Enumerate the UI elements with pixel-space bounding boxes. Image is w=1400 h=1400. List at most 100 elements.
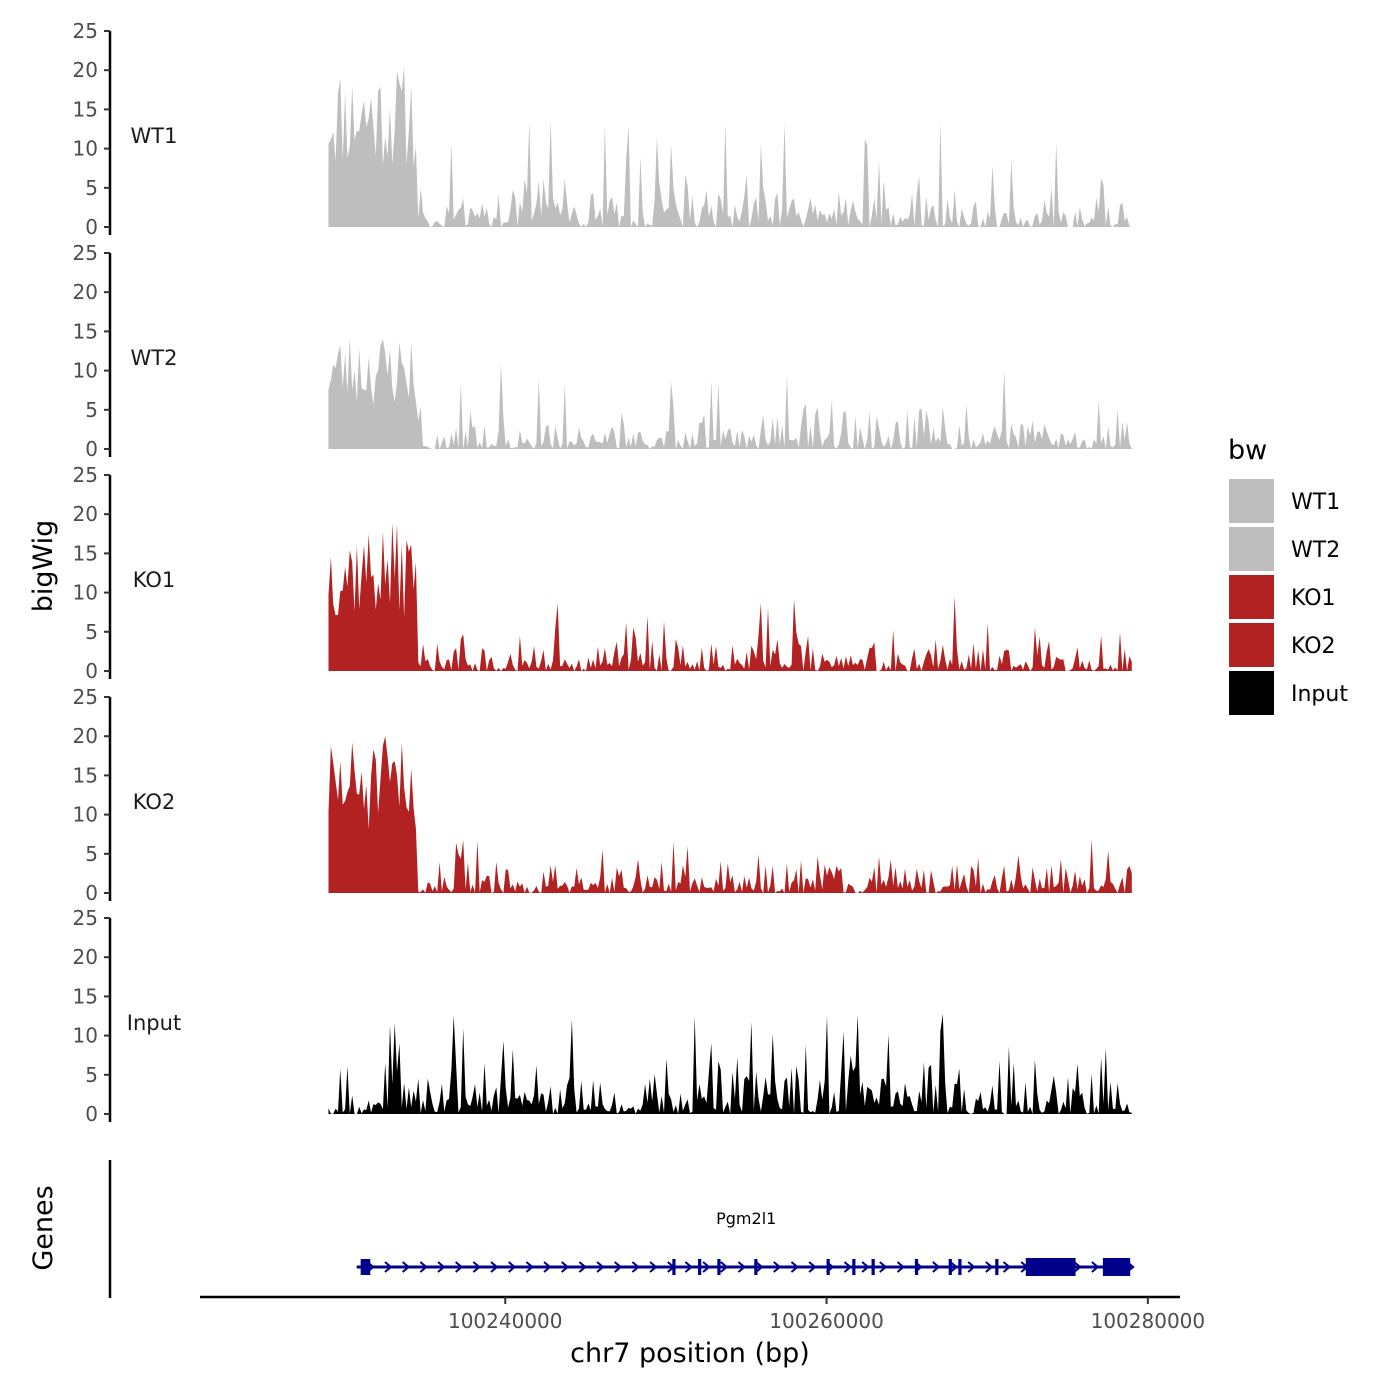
strand-arrow	[843, 1261, 853, 1273]
legend-title: bw	[1228, 435, 1267, 466]
track-label-ko2: KO2	[133, 790, 176, 814]
y-tick-label: 25	[73, 241, 98, 265]
strand-arrow	[561, 1261, 570, 1273]
strand-arrow	[490, 1261, 499, 1273]
exon-block	[871, 1259, 875, 1275]
y-tick-label: 0	[85, 437, 98, 461]
strand-arrow	[967, 1261, 976, 1273]
strand-arrow	[525, 1261, 534, 1273]
signal-area-wt1	[328, 65, 1132, 228]
exon-block	[698, 1259, 702, 1275]
x-tick-label: 100260000	[769, 1309, 884, 1333]
legend-key-ko2	[1229, 623, 1274, 667]
strand-arrow	[1002, 1261, 1012, 1273]
exon-block	[826, 1259, 830, 1275]
genes-panel: Pgm2l1	[108, 1160, 1135, 1298]
exon-block	[1025, 1258, 1076, 1276]
y-tick-label: 5	[85, 620, 98, 644]
strand-arrow	[773, 1261, 782, 1273]
legend-label-wt1: WT1	[1291, 490, 1340, 515]
strand-arrow	[437, 1261, 446, 1273]
strand-arrow	[543, 1261, 552, 1273]
strand-arrow	[472, 1261, 481, 1273]
signal-area-ko2	[328, 736, 1132, 893]
legend-label-input: Input	[1291, 682, 1348, 707]
y-tick-label: 0	[85, 1102, 98, 1126]
strand-arrow	[1091, 1261, 1100, 1273]
legend-key-input	[1229, 671, 1274, 715]
legend-key-wt2	[1229, 527, 1274, 571]
strand-arrow	[419, 1261, 428, 1273]
y-tick-label: 20	[73, 945, 98, 969]
y-tick-label: 0	[85, 881, 98, 905]
legend-key-wt1	[1229, 479, 1274, 523]
y-tick-label: 10	[73, 581, 98, 605]
strand-arrow	[702, 1261, 711, 1273]
x-tick-label: 100240000	[448, 1309, 563, 1333]
track-label-wt1: WT1	[131, 124, 178, 148]
y-tick-label: 10	[73, 803, 98, 827]
legend-label-wt2: WT2	[1291, 538, 1340, 563]
legend-label-ko2: KO2	[1291, 634, 1336, 659]
track-label-wt2: WT2	[131, 346, 178, 370]
y-tick-label: 20	[73, 58, 98, 82]
exon-block	[948, 1259, 952, 1275]
strand-arrow	[985, 1261, 994, 1273]
strand-arrow	[508, 1261, 517, 1273]
exon-block	[360, 1259, 371, 1275]
genes-axis-title: Genes	[28, 1185, 59, 1270]
y-tick-label: 15	[73, 984, 98, 1008]
signal-area-input	[328, 1014, 1132, 1114]
strand-arrow	[879, 1261, 888, 1273]
exon-block	[717, 1259, 721, 1275]
y-tick-label: 5	[85, 1063, 98, 1087]
y-tick-label: 25	[73, 463, 98, 487]
track-ko1: 0 5 10 15 20 25 KO1	[73, 463, 1132, 683]
legend-key-ko1	[1229, 575, 1274, 619]
strand-arrow	[649, 1261, 658, 1273]
y-tick-label: 15	[73, 541, 98, 565]
track-wt2: 0 5 10 15 20 25 WT2	[73, 241, 1132, 461]
y-tick-label: 15	[73, 763, 98, 787]
exon-block	[852, 1259, 856, 1275]
y-tick-label: 20	[73, 724, 98, 748]
y-tick-label: 15	[73, 97, 98, 121]
x-axis-title: chr7 position (bp)	[570, 1338, 810, 1369]
legend-label-ko1: KO1	[1291, 586, 1336, 611]
exon-block	[958, 1259, 962, 1275]
track-wt1: 0 5 10 15 20 25 WT1	[73, 19, 1132, 239]
exon-block	[995, 1259, 999, 1275]
y-tick-label: 5	[85, 176, 98, 200]
y-tick-label: 10	[73, 137, 98, 161]
signal-area-wt2	[328, 338, 1132, 449]
y-tick-label: 10	[73, 1024, 98, 1048]
y-tick-label: 0	[85, 659, 98, 683]
y-axis-title: bigWig	[28, 520, 59, 613]
exon-block	[672, 1259, 676, 1275]
y-tick-label: 20	[73, 280, 98, 304]
y-tick-label: 5	[85, 398, 98, 422]
strand-arrow	[790, 1261, 799, 1273]
track-label-input: Input	[127, 1011, 181, 1035]
y-tick-label: 25	[73, 19, 98, 43]
strand-arrow	[596, 1261, 605, 1273]
strand-arrow	[1073, 1261, 1082, 1273]
x-axis: 100240000 100260000 100280000	[200, 1295, 1205, 1333]
strand-arrow	[720, 1261, 729, 1273]
strand-arrow	[614, 1261, 623, 1273]
track-ko2: 0 5 10 15 20 25 KO2	[73, 685, 1132, 905]
strand-arrow	[808, 1261, 817, 1273]
y-tick-label: 10	[73, 359, 98, 383]
strand-arrow	[755, 1261, 764, 1273]
exon-block	[754, 1259, 758, 1275]
exon-block	[914, 1259, 919, 1275]
strand-arrow	[455, 1261, 464, 1273]
strand-arrow	[861, 1261, 870, 1273]
strand-arrow	[384, 1261, 393, 1273]
exon-block	[1102, 1258, 1131, 1276]
strand-arrow	[631, 1261, 640, 1273]
y-tick-label: 5	[85, 842, 98, 866]
strand-arrow	[401, 1261, 411, 1273]
bigwig-tracks: 0510152025WT10510152025WT20510152025KO10…	[73, 19, 1132, 1126]
